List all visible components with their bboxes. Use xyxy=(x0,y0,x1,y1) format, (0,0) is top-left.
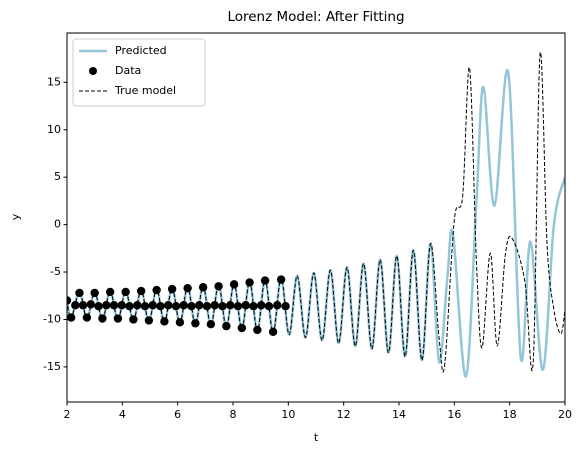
data-point xyxy=(160,317,169,326)
data-point xyxy=(222,321,231,331)
x-tick-label: 2 xyxy=(64,408,71,421)
x-tick-label: 8 xyxy=(230,408,237,421)
data-point xyxy=(121,287,130,297)
data-point xyxy=(229,280,239,289)
series-line xyxy=(67,51,565,373)
data-point xyxy=(233,301,243,311)
data-point xyxy=(167,284,177,294)
x-tick-label: 18 xyxy=(503,408,517,421)
data-point xyxy=(195,301,204,310)
legend-box xyxy=(72,38,206,107)
y-tick-label: -15 xyxy=(43,360,61,373)
series-line xyxy=(67,68,565,378)
axes-frame xyxy=(66,32,566,403)
data-point xyxy=(105,287,115,297)
data-point xyxy=(67,313,76,322)
legend-label: Predicted xyxy=(115,44,167,57)
data-point xyxy=(268,327,278,337)
legend: Predicted Data True model xyxy=(72,38,206,107)
x-tick-label: 16 xyxy=(447,408,461,421)
plot-area xyxy=(67,51,565,378)
y-tick-label: 10 xyxy=(47,123,61,136)
x-tick-label: 10 xyxy=(281,408,295,421)
chart-title: Lorenz Model: After Fitting xyxy=(227,9,404,25)
x-tick-label: 4 xyxy=(119,408,126,421)
x-tick-label: 20 xyxy=(558,408,572,421)
y-tick-label: -5 xyxy=(50,265,61,278)
y-axis-label: y xyxy=(9,213,22,220)
data-point xyxy=(260,276,270,285)
data-point xyxy=(86,300,95,309)
y-tick-label: 15 xyxy=(47,75,61,88)
data-point xyxy=(129,315,138,324)
legend-label: Data xyxy=(115,64,141,77)
y-tick-label: -10 xyxy=(43,312,61,325)
data-point xyxy=(206,320,216,329)
y-tick-label: 5 xyxy=(54,170,61,183)
data-point xyxy=(98,314,107,323)
data-point xyxy=(175,318,185,327)
data-point xyxy=(245,278,254,287)
data-point xyxy=(241,301,250,310)
x-tick-label: 12 xyxy=(337,408,351,421)
data-point xyxy=(191,319,200,328)
data-point xyxy=(164,301,173,310)
data-point xyxy=(113,314,123,323)
data-point xyxy=(136,286,146,296)
y-tick-label: 0 xyxy=(54,218,61,231)
data-point xyxy=(152,285,161,295)
data-point xyxy=(214,282,223,291)
x-axis-label: t xyxy=(314,431,319,444)
data-point xyxy=(75,288,84,298)
data-point xyxy=(253,325,262,335)
data-point xyxy=(82,313,92,322)
data-point xyxy=(183,283,192,293)
x-tick-label: 14 xyxy=(392,408,406,421)
legend-marker xyxy=(89,67,97,75)
data-point xyxy=(276,275,286,284)
data-point xyxy=(67,296,72,305)
data-point xyxy=(198,283,208,292)
legend-label: True model xyxy=(114,84,176,97)
data-point xyxy=(237,323,247,333)
data-point xyxy=(90,288,99,298)
x-tick-label: 6 xyxy=(174,408,181,421)
data-point xyxy=(144,316,154,325)
data-point xyxy=(171,301,181,311)
